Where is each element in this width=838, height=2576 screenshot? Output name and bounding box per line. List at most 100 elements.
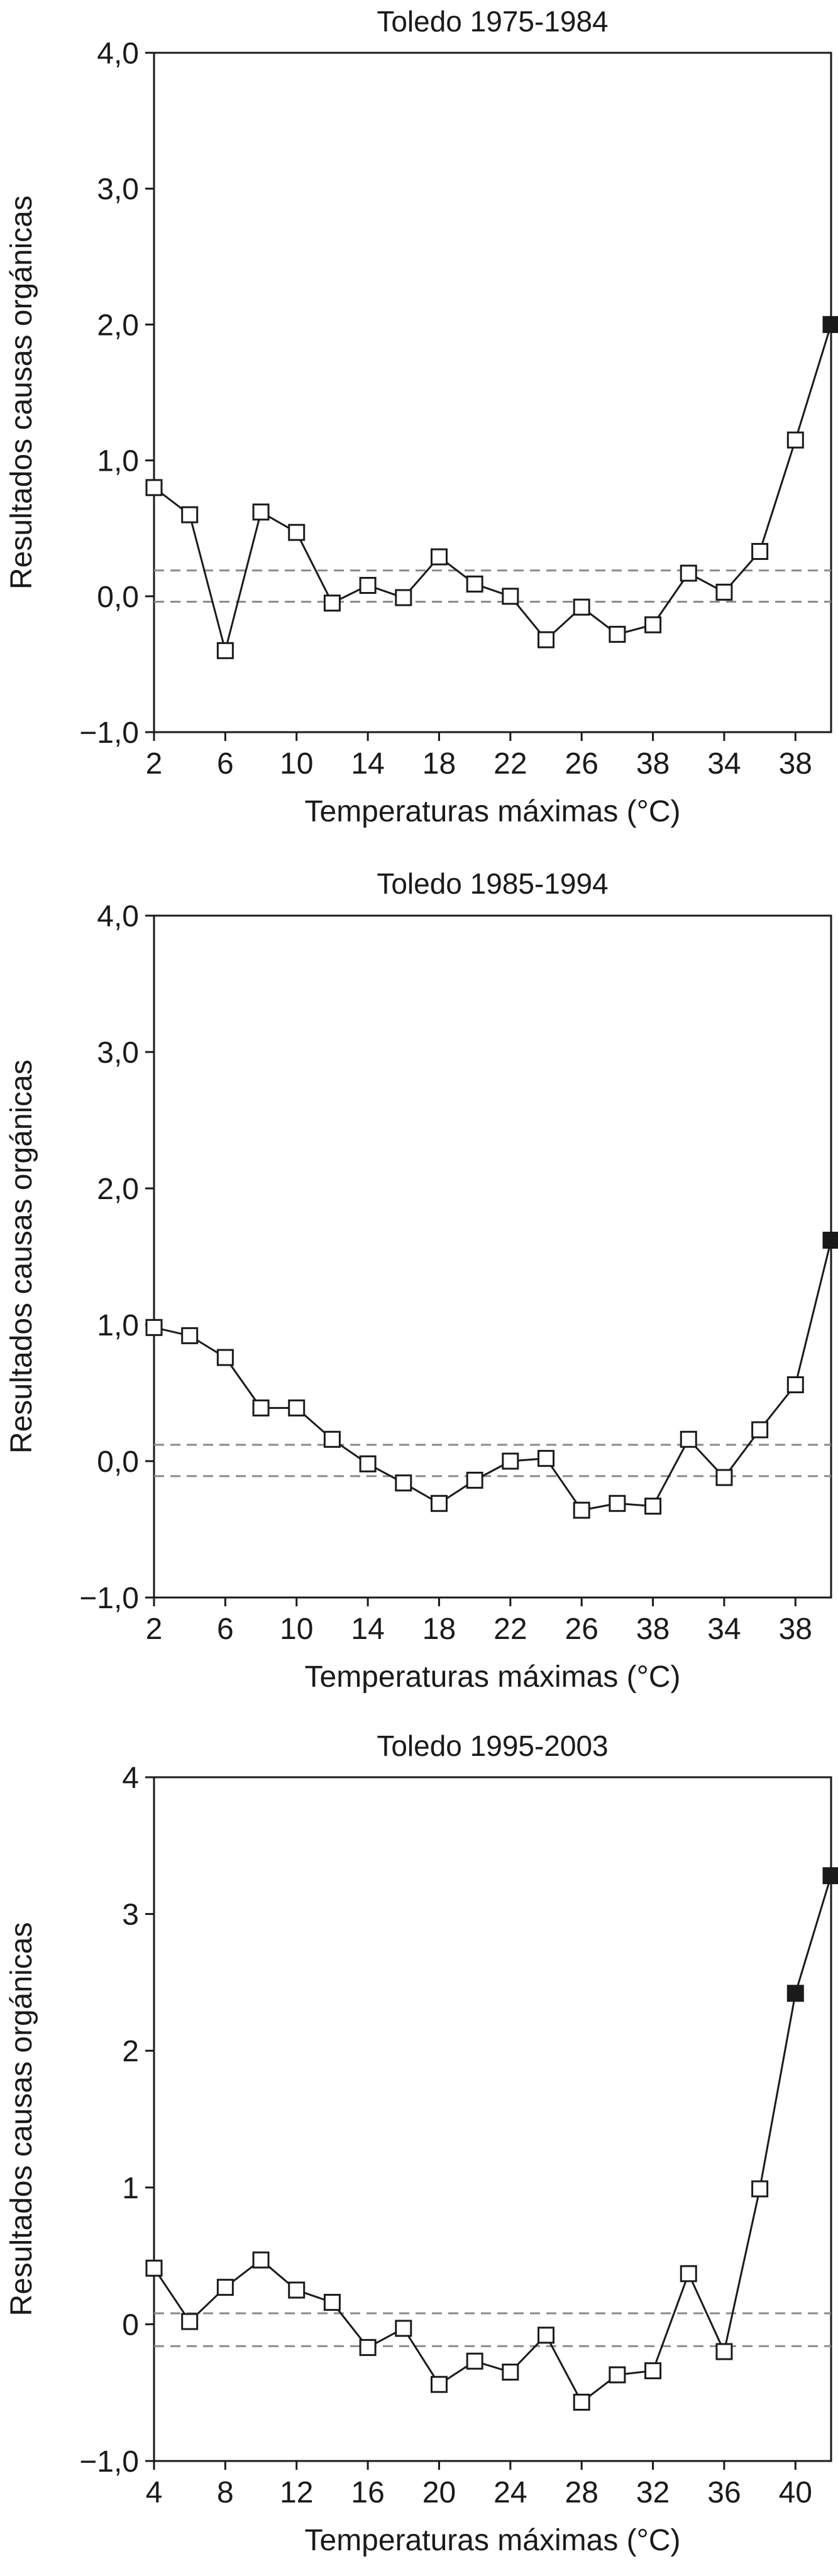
x-tick-label: 4 [146, 2476, 163, 2509]
x-tick-label: 38 [636, 747, 670, 781]
data-point [715, 1469, 733, 1486]
data-point-significant [822, 1867, 838, 1885]
x-tick-label: 22 [493, 1613, 527, 1646]
data-point [395, 589, 412, 606]
data-point [573, 1501, 590, 1519]
y-tick-label: 0,0 [97, 581, 139, 614]
x-tick-label: 26 [565, 747, 598, 781]
data-point [216, 1349, 234, 1366]
data-point [715, 583, 733, 601]
x-tick-label: 6 [217, 1613, 234, 1646]
data-point [395, 1474, 412, 1492]
x-axis-label: Temperaturas máximas (°C) [305, 795, 681, 828]
data-point [751, 1421, 769, 1439]
data-point [181, 506, 199, 523]
y-axis-label: Resultados causas orgánicas [5, 1922, 38, 2316]
x-tick-label: 20 [422, 2476, 456, 2509]
x-tick-label: 18 [422, 1613, 456, 1646]
data-point [216, 2279, 234, 2296]
data-point [538, 631, 555, 649]
y-tick-label: 1 [122, 2172, 139, 2205]
y-tick-label: 1,0 [97, 445, 139, 478]
data-point [715, 2343, 733, 2360]
data-point [359, 577, 377, 595]
data-point [288, 1399, 306, 1417]
y-tick-label: 2 [122, 2035, 139, 2068]
y-tick-label: 4,0 [97, 37, 139, 70]
x-tick-label: 32 [636, 2476, 670, 2509]
data-point [145, 2259, 163, 2277]
x-tick-label: 38 [779, 747, 812, 781]
data-point [430, 548, 448, 566]
x-tick-label: 2 [146, 1613, 163, 1646]
data-point [502, 2364, 519, 2381]
x-tick-label: 38 [636, 1613, 670, 1646]
data-point-significant [786, 1985, 804, 2002]
data-point [751, 542, 769, 560]
data-point [145, 1318, 163, 1336]
data-point [288, 2281, 306, 2299]
x-tick-label: 12 [280, 2476, 313, 2509]
data-point [502, 1452, 519, 1470]
data-point [466, 575, 483, 593]
data-point-significant [822, 1231, 838, 1249]
plot-frame [153, 1776, 832, 2462]
data-point [609, 625, 626, 643]
x-tick-label: 36 [707, 2476, 741, 2509]
x-tick-label: 2 [146, 747, 163, 781]
data-point [466, 1471, 483, 1489]
y-tick-label: 3,0 [97, 1036, 139, 1070]
y-tick-label: 3,0 [97, 173, 139, 206]
x-tick-label: 22 [493, 747, 527, 781]
x-tick-label: 16 [351, 2476, 384, 2509]
chart-title: Toledo 1985-1994 [377, 867, 608, 900]
x-axis-label: Temperaturas máximas (°C) [305, 1660, 681, 1694]
data-point [216, 642, 234, 659]
x-tick-label: 28 [565, 2476, 598, 2509]
chart-title: Toledo 1995-2003 [377, 1729, 608, 1762]
data-point [359, 2338, 377, 2356]
data-point [502, 588, 519, 605]
data-point [680, 564, 697, 582]
y-tick-label: −1,0 [79, 716, 139, 750]
plot-frame [153, 52, 832, 733]
y-axis-label: Resultados causas orgánicas [5, 1060, 38, 1454]
y-tick-label: 0 [122, 2308, 139, 2342]
data-point [252, 503, 270, 521]
data-point [181, 1327, 199, 1344]
data-point [609, 2366, 626, 2384]
x-tick-label: 10 [280, 1613, 313, 1646]
data-point [323, 595, 341, 612]
y-tick-label: 3 [122, 1899, 139, 1932]
data-point [644, 616, 662, 633]
chart-title: Toledo 1975-1984 [377, 5, 608, 38]
y-tick-label: 4,0 [97, 900, 139, 933]
data-point [359, 1455, 377, 1472]
data-point [323, 2294, 341, 2311]
data-point [430, 1494, 448, 1512]
data-point [466, 2352, 483, 2370]
x-tick-label: 26 [565, 1613, 598, 1646]
data-point [181, 2313, 199, 2330]
data-point [786, 1376, 804, 1393]
data-point [751, 2180, 769, 2198]
y-tick-label: 1,0 [97, 1309, 139, 1342]
data-point [573, 2393, 590, 2411]
x-tick-label: 14 [351, 1613, 384, 1646]
data-point [538, 2327, 555, 2344]
y-tick-label: 2,0 [97, 1173, 139, 1206]
x-tick-label: 14 [351, 747, 384, 781]
y-axis-label: Resultados causas orgánicas [5, 195, 38, 589]
x-tick-label: 10 [280, 747, 313, 781]
data-point [538, 1450, 555, 1467]
y-tick-label: −1,0 [79, 2445, 139, 2479]
data-point [323, 1430, 341, 1448]
x-axis-label: Temperaturas máximas (°C) [305, 2524, 681, 2557]
x-tick-label: 6 [217, 747, 234, 781]
y-tick-label: 4 [122, 1762, 139, 1795]
x-tick-label: 40 [779, 2476, 812, 2509]
